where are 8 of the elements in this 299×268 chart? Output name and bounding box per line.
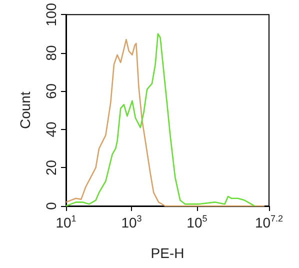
y-tick-label: 40 bbox=[43, 121, 59, 138]
y-tick-label: 80 bbox=[43, 44, 59, 61]
y-tick-label: 0 bbox=[43, 202, 59, 210]
y-axis-title: Count bbox=[17, 92, 33, 130]
y-tick-label: 60 bbox=[43, 83, 59, 99]
x-axis-title: PE-H bbox=[150, 245, 184, 261]
y-tick-label: 100 bbox=[43, 2, 59, 26]
y-tick-label: 20 bbox=[43, 160, 59, 176]
